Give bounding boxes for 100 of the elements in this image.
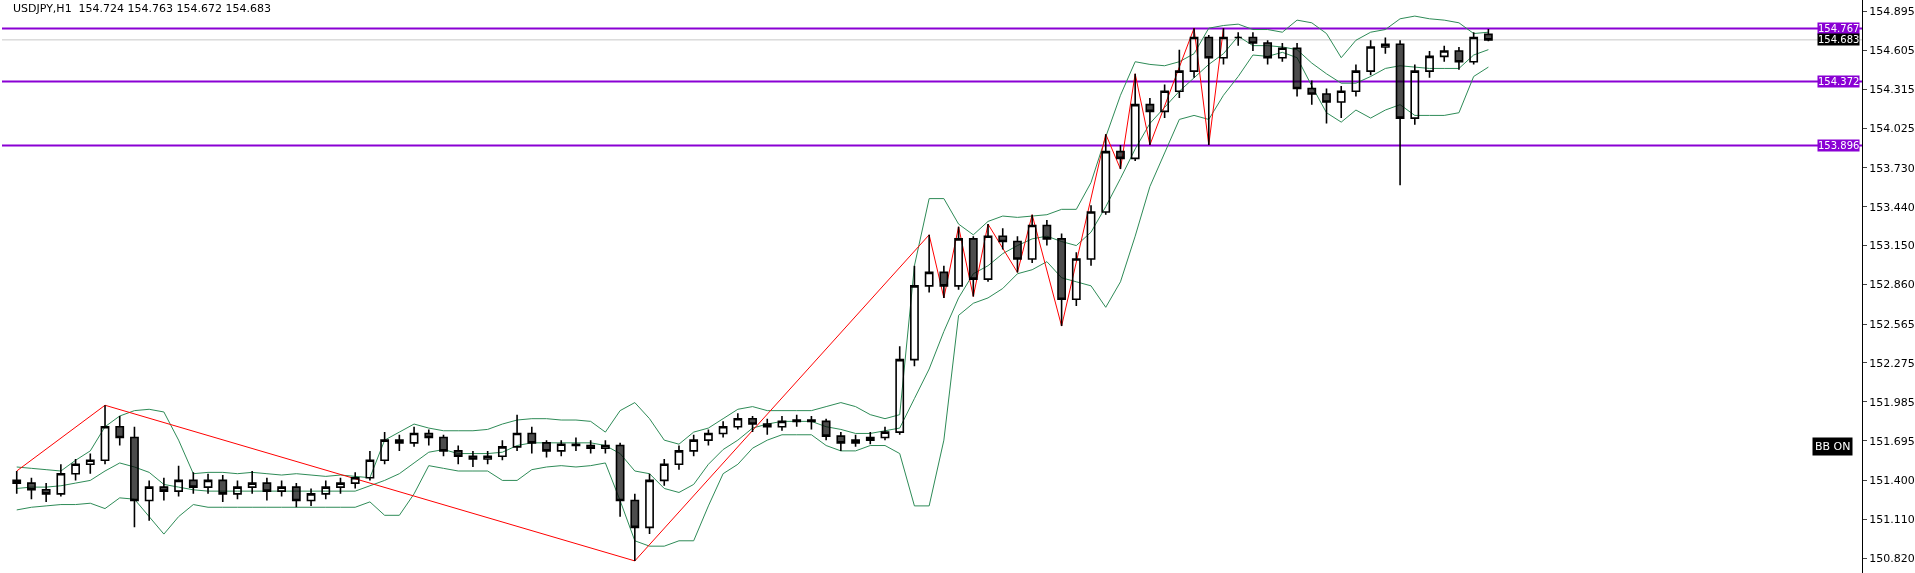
y-tick-label: 152.275 — [1869, 356, 1915, 370]
candlestick — [1057, 232, 1067, 327]
y-tick-label: 153.440 — [1869, 200, 1915, 214]
candlestick — [1425, 50, 1434, 79]
chart-title: USDJPY,H1 154.724 154.763 154.672 154.683 — [13, 2, 272, 15]
candlestick — [1454, 46, 1464, 71]
candlestick — [1042, 219, 1052, 247]
candlestick — [203, 472, 213, 495]
y-tick-label: 151.110 — [1869, 513, 1915, 527]
candlestick — [1395, 39, 1405, 186]
candlestick — [1086, 204, 1096, 267]
candlestick — [983, 223, 993, 283]
candlestick — [100, 404, 110, 466]
candlestick — [1351, 63, 1361, 98]
candlestick — [1027, 213, 1037, 264]
y-tick-label: 153.730 — [1869, 161, 1915, 175]
candlestick — [439, 433, 448, 458]
candlestick — [645, 472, 654, 535]
candlestick — [1469, 31, 1479, 66]
candlestick — [1219, 27, 1228, 66]
candlestick — [424, 428, 434, 447]
y-tick-label: 150.820 — [1869, 552, 1915, 566]
candlestick — [792, 413, 802, 428]
candlestick — [571, 436, 581, 452]
candlestick — [1366, 39, 1376, 76]
candlestick — [233, 479, 242, 500]
candlestick — [851, 433, 860, 448]
candlestick — [144, 479, 154, 522]
candlestick — [1483, 28, 1493, 43]
candlestick — [1248, 31, 1258, 52]
candlestick — [497, 439, 507, 462]
candlestick — [542, 439, 551, 459]
candlestick — [630, 493, 640, 562]
candlestick — [1307, 79, 1317, 106]
y-tick-label: 151.695 — [1869, 434, 1915, 448]
candlestick — [306, 487, 316, 507]
candlestick — [336, 476, 345, 495]
candlestick — [27, 476, 36, 500]
candlestick — [71, 458, 80, 482]
candlestick — [821, 417, 831, 441]
candlestick — [880, 425, 890, 441]
candlestick — [321, 479, 331, 500]
y-tick-label: 154.605 — [1869, 44, 1915, 58]
candlestick — [674, 444, 684, 471]
candlestick — [924, 234, 934, 294]
candlestick — [409, 425, 419, 448]
candlestick — [174, 464, 184, 498]
candlestick — [394, 433, 404, 452]
candlestick — [807, 415, 816, 431]
y-tick-label: 151.400 — [1869, 474, 1915, 488]
candlestick — [689, 433, 699, 458]
candlestick — [1204, 34, 1214, 146]
candlestick — [262, 476, 272, 502]
candlestick — [115, 415, 125, 447]
candlestick — [188, 471, 198, 495]
candlestick — [1322, 87, 1331, 125]
ref-line-label: 153.896 — [1818, 140, 1860, 151]
candlestick — [365, 450, 375, 482]
candlestick — [512, 413, 522, 452]
candlestick — [350, 471, 360, 490]
candlestick — [865, 431, 875, 445]
candlestick — [1116, 144, 1125, 170]
candlestick — [291, 482, 301, 509]
candlestick — [954, 225, 963, 291]
candlestick — [1174, 48, 1184, 99]
candlestick — [247, 470, 257, 495]
y-tick-label: 152.860 — [1869, 278, 1915, 292]
candlestick — [600, 439, 610, 455]
candlestick — [277, 479, 287, 498]
candlestick — [56, 463, 66, 498]
candlestick — [748, 415, 757, 433]
candlestick — [586, 439, 596, 455]
candlestick — [659, 458, 669, 487]
candlestick — [1410, 63, 1420, 126]
text: BB ON — [1815, 440, 1851, 453]
y-tick-label: 152.565 — [1869, 317, 1915, 331]
candlestick — [1189, 27, 1199, 79]
y-tick-label: 154.315 — [1869, 83, 1915, 97]
candlestick — [733, 412, 743, 431]
candlestick — [718, 420, 728, 439]
candlestick — [218, 474, 228, 503]
candlestick — [615, 442, 625, 518]
candlestick — [468, 450, 478, 468]
candlestick — [556, 439, 566, 458]
candlestick — [704, 428, 713, 447]
line-series — [16, 27, 1224, 562]
candlestick — [968, 235, 978, 298]
candlestick — [1071, 251, 1081, 307]
candlestick — [910, 264, 919, 368]
candlestick — [1292, 42, 1302, 98]
candlestick — [1277, 42, 1287, 63]
y-tick-label: 154.025 — [1869, 122, 1915, 135]
candlestick — [527, 425, 537, 455]
candlestick — [1263, 39, 1273, 66]
candlestick — [1013, 235, 1022, 274]
candlestick — [12, 470, 22, 495]
candlestick — [380, 431, 390, 466]
candlestick — [836, 431, 846, 452]
ref-line-label: 154.372 — [1818, 76, 1860, 87]
candlestick — [483, 450, 493, 466]
